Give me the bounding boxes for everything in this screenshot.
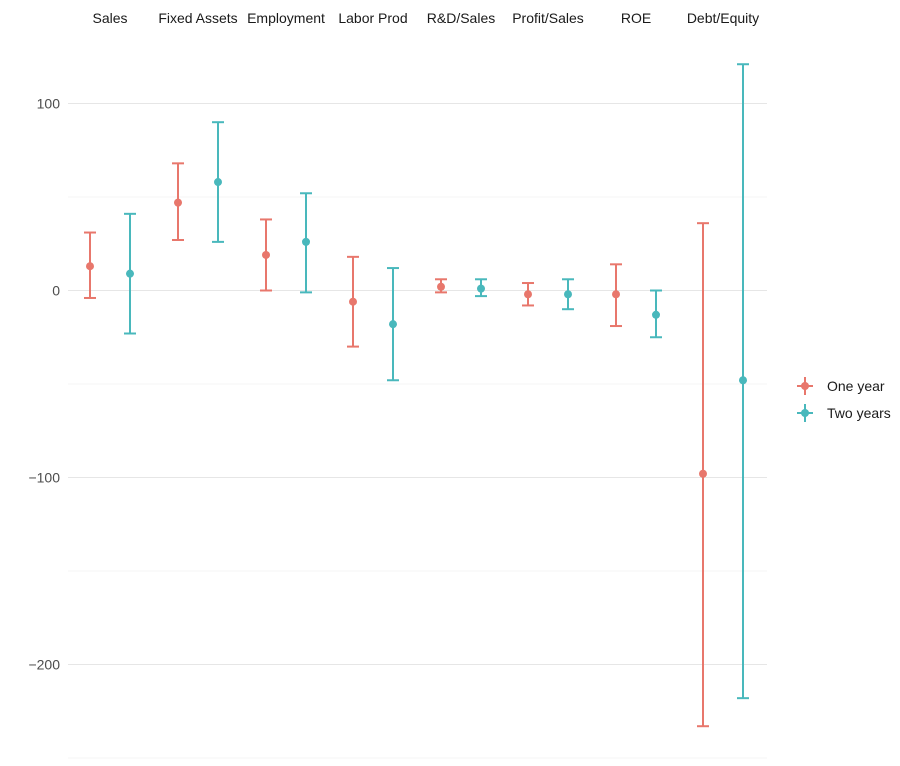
estimate-point <box>699 469 707 478</box>
error-bar <box>522 282 534 307</box>
facet-label: ROE <box>621 10 651 26</box>
error-bar <box>475 278 487 298</box>
estimate-point <box>612 290 620 299</box>
estimate-point <box>349 297 357 306</box>
facet-labels: Sales Fixed Assets Employment Labor Prod R&D… <box>92 10 759 26</box>
estimate-point <box>389 320 397 329</box>
error-bar <box>562 278 574 311</box>
y-tick-label: −200 <box>28 657 60 673</box>
error-bar <box>435 278 447 294</box>
estimate-point <box>524 290 532 299</box>
legend-key-point <box>801 409 809 417</box>
y-tick-label: 0 <box>52 283 60 299</box>
estimate-point <box>302 237 310 246</box>
estimate-point <box>739 376 747 385</box>
error-bar <box>650 289 662 339</box>
estimate-point <box>652 310 660 319</box>
estimate-point <box>437 282 445 291</box>
legend-label: Two years <box>827 405 891 421</box>
facet-label: Debt/Equity <box>687 10 759 26</box>
error-bar <box>260 218 272 292</box>
estimate-point <box>214 178 222 187</box>
facet-label: Profit/Sales <box>512 10 584 26</box>
estimate-point <box>126 269 134 278</box>
error-bar <box>387 267 399 382</box>
error-bar <box>84 231 96 299</box>
y-axis-tick-labels: 100 0 −100 −200 <box>28 96 60 673</box>
estimate-point <box>477 284 485 293</box>
facet-label: Labor Prod <box>338 10 407 26</box>
estimate-point <box>86 262 94 271</box>
grid-lines <box>68 103 767 759</box>
estimate-point <box>564 290 572 299</box>
error-bar <box>124 212 136 335</box>
y-tick-label: 100 <box>37 96 61 112</box>
error-bar <box>300 192 312 294</box>
facet-label: Employment <box>247 10 325 26</box>
facet-label: Sales <box>92 10 127 26</box>
legend-item: Two years <box>797 404 891 422</box>
error-bar <box>737 63 749 700</box>
error-bar <box>172 162 184 242</box>
error-bar <box>610 263 622 328</box>
error-bar <box>212 121 224 243</box>
estimate-point <box>262 250 270 259</box>
estimate-point <box>174 198 182 207</box>
error-bar <box>697 222 709 728</box>
facet-label: Fixed Assets <box>158 10 237 26</box>
y-tick-label: −100 <box>28 470 60 486</box>
error-bar <box>347 255 359 348</box>
legend-item: One year <box>797 377 885 395</box>
error-bars <box>84 63 749 728</box>
legend-label: One year <box>827 378 885 394</box>
facet-label: R&D/Sales <box>427 10 495 26</box>
legend: One year Two years <box>797 377 891 422</box>
legend-key-point <box>801 382 809 390</box>
